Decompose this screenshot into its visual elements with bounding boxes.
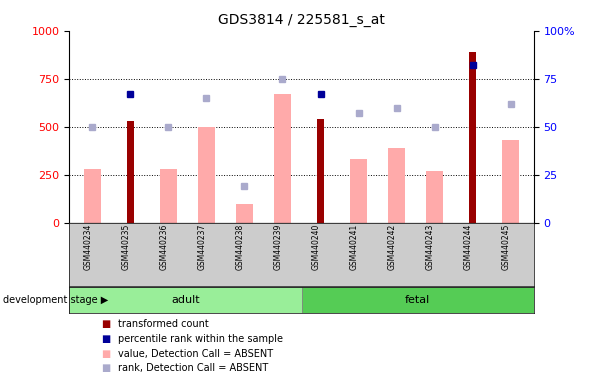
Text: percentile rank within the sample: percentile rank within the sample [118,334,283,344]
Bar [84,169,101,223]
Text: GSM440235: GSM440235 [121,224,130,270]
Text: adult: adult [171,295,200,305]
Text: GSM440237: GSM440237 [197,224,206,270]
Text: GSM440244: GSM440244 [464,224,473,270]
Text: GSM440238: GSM440238 [235,224,244,270]
Bar [274,94,291,223]
Bar [350,159,367,223]
Text: ■: ■ [101,319,110,329]
Bar [302,287,534,313]
Bar [198,127,215,223]
Text: fetal: fetal [405,295,430,305]
Text: ■: ■ [101,363,110,373]
Text: GSM440245: GSM440245 [502,224,511,270]
Bar [236,204,253,223]
Text: GSM440243: GSM440243 [426,224,435,270]
Text: GSM440242: GSM440242 [388,224,397,270]
Bar [426,171,443,223]
Bar [469,52,476,223]
Text: development stage ▶: development stage ▶ [3,295,109,305]
Text: rank, Detection Call = ABSENT: rank, Detection Call = ABSENT [118,363,268,373]
Text: GSM440239: GSM440239 [274,224,282,270]
Bar [127,121,134,223]
Bar [160,169,177,223]
Text: ■: ■ [101,349,110,359]
Text: transformed count: transformed count [118,319,208,329]
Text: GDS3814 / 225581_s_at: GDS3814 / 225581_s_at [218,13,385,27]
Bar [69,287,302,313]
Text: GSM440241: GSM440241 [350,224,359,270]
Bar [317,119,324,223]
Text: GSM440240: GSM440240 [312,224,321,270]
Text: GSM440234: GSM440234 [83,224,92,270]
Text: value, Detection Call = ABSENT: value, Detection Call = ABSENT [118,349,273,359]
Text: GSM440236: GSM440236 [159,224,168,270]
Bar [388,148,405,223]
Text: ■: ■ [101,334,110,344]
Bar [502,140,519,223]
